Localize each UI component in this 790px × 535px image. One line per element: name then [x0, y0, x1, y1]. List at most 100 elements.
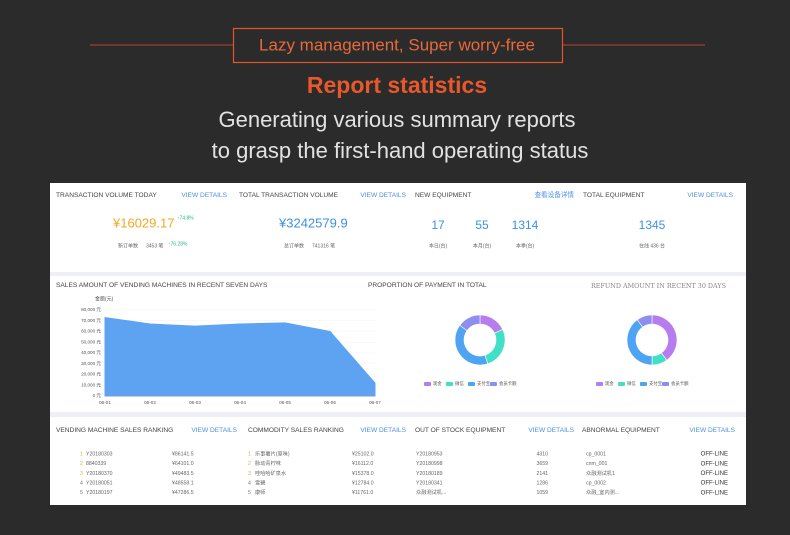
tagline-box: [232, 27, 564, 64]
chart-title: SALES AMOUNT OF VENDING MACHINES IN RECE…: [56, 282, 268, 289]
legend-label: 现金: [605, 380, 614, 387]
table-cell: 脉动青柠味: [255, 459, 281, 467]
card-value: ¥3242579.9: [278, 215, 348, 230]
view-details-link[interactable]: VIEW DETAILS: [181, 192, 227, 199]
view-details-link[interactable]: VIEW DETAILS: [528, 427, 574, 434]
y-tick-label: 10,000 元: [81, 382, 101, 388]
table-cell: ¥86141.5: [172, 451, 194, 457]
table-cell: 1059: [536, 490, 548, 496]
view-details-link[interactable]: VIEW DETAILS: [360, 192, 406, 199]
table-cell: OFF-LINE: [701, 471, 728, 477]
rank: 4: [80, 480, 83, 486]
card-note-label: 新订单数: [118, 242, 138, 249]
x-tick-label: 06-06: [324, 400, 336, 405]
legend-swatch: [618, 382, 625, 386]
table-title: ABNORMAL EQUIPMENT: [582, 427, 660, 434]
area: [104, 316, 376, 397]
x-tick-label: 06-04: [234, 400, 246, 405]
divider: [50, 412, 746, 417]
rank: 2: [248, 461, 251, 467]
y-tick-label: 50,000 元: [81, 339, 101, 345]
chart-title: PROPORTION OF PAYMENT IN TOTAL: [368, 282, 487, 289]
card-note-change: ↑76.28%: [168, 241, 188, 247]
table-cell: Y20180953: [416, 451, 443, 457]
table-cell: ¥25102.0: [352, 451, 374, 457]
table-cell: 众融测试机1: [586, 469, 615, 477]
stat-label: 在线 436 台: [639, 242, 665, 249]
x-tick-label: 06-07: [369, 400, 381, 405]
table-cell: 4310: [536, 451, 548, 457]
rank: 3: [248, 471, 251, 477]
subtitle: Generating various summary reports: [218, 107, 575, 132]
card-title: NEW EQUIPMENT: [415, 192, 471, 199]
x-tick-label: 06-03: [189, 400, 201, 405]
legend-swatch: [640, 382, 647, 386]
subtitle: to grasp the first-hand operating status: [212, 138, 589, 163]
legend-label: 微信: [627, 380, 636, 387]
view-details-link[interactable]: VIEW DETAILS: [687, 192, 733, 199]
stat-label: 本日(台): [429, 242, 448, 249]
table-cell: 众融_室内测...: [586, 488, 619, 496]
table-cell: 2141: [536, 471, 548, 477]
table-cell: cp_0002: [586, 480, 606, 486]
legend-label: 支付宝: [477, 380, 491, 387]
card-title: TRANSACTION VOLUME TODAY: [56, 192, 157, 199]
y-tick-label: 70,000 元: [81, 318, 101, 324]
legend-label: 支付宝: [649, 380, 663, 387]
rank: 1: [80, 451, 83, 457]
y-tick-label: 60,000 元: [81, 329, 101, 335]
x-tick-label: 06-05: [279, 400, 291, 405]
table-cell: Y20180370: [86, 471, 113, 477]
table-cell: ¥47286.5: [172, 490, 194, 496]
view-details-link[interactable]: VIEW DETAILS: [360, 427, 406, 434]
stat-value: 17: [431, 218, 445, 232]
card-change: ↑74.8%: [177, 215, 194, 221]
table-cell: ¥49483.5: [172, 471, 194, 477]
table-cell: Y20180998: [416, 461, 443, 467]
tagline: Lazy management, Super worry-free: [259, 35, 535, 54]
legend-label: 会员卡额: [499, 380, 517, 387]
y-tick-label: 80,000 元: [81, 307, 101, 313]
rank: 2: [80, 461, 83, 467]
table-cell: ¥16112.0: [352, 461, 373, 467]
table-cell: 康师: [255, 488, 265, 496]
card-note-label: 总订单数: [284, 242, 304, 249]
view-details-link[interactable]: VIEW DETAILS: [689, 427, 735, 434]
card-title: TOTAL TRANSACTION VOLUME: [239, 192, 339, 199]
table-cell: 哇哈哈矿泉水: [255, 469, 287, 477]
chart-title: REFUND AMOUNT IN RECENT 30 DAYS: [591, 282, 726, 290]
y-tick-label: 30,000 元: [81, 361, 101, 367]
table-title: OUT OF STOCK EQUIPMENT: [415, 427, 505, 434]
table-cell: 8840339: [86, 461, 106, 467]
y-tick-label: 40,000 元: [81, 350, 101, 356]
table-cell: OFF-LINE: [701, 452, 728, 458]
table-cell: 1286: [536, 480, 548, 486]
legend-label: 现金: [433, 380, 442, 387]
y-tick-label: 20,000 元: [81, 372, 101, 378]
rank: 3: [80, 471, 83, 477]
legend-label: 会员卡额: [671, 380, 689, 387]
table-cell: ¥48558.1: [172, 480, 194, 486]
table-cell: cnm_001: [586, 461, 607, 467]
table-cell: OFF-LINE: [701, 461, 728, 467]
table-cell: Y20180303: [86, 451, 113, 457]
stat-value: 55: [475, 218, 489, 232]
table-cell: 乐事薯片(原味): [255, 449, 290, 457]
table-title: COMMODITY SALES RANKING: [248, 427, 344, 434]
legend-swatch: [446, 382, 453, 386]
view-details-link[interactable]: 查看设备详情: [534, 190, 574, 199]
rank: 5: [80, 490, 83, 496]
stat-label: 本月(台): [473, 242, 492, 249]
table-cell: ¥12784.0: [352, 480, 374, 486]
table-cell: Y20180051: [86, 480, 113, 486]
view-details-link[interactable]: VIEW DETAILS: [191, 427, 237, 434]
legend-swatch: [662, 382, 669, 386]
table-cell: OFF-LINE: [701, 481, 728, 487]
table-cell: 雪碧: [255, 478, 265, 486]
rank: 1: [248, 451, 251, 457]
table-cell: Y20180341: [416, 480, 443, 486]
legend-swatch: [596, 382, 603, 386]
rank: 5: [248, 490, 251, 496]
